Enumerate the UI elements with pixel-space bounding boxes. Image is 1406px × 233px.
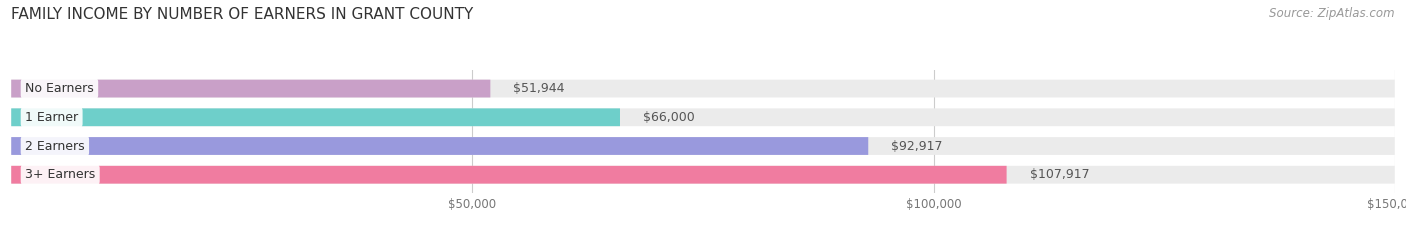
Text: 2 Earners: 2 Earners: [25, 140, 84, 153]
FancyBboxPatch shape: [11, 80, 491, 97]
Text: 1 Earner: 1 Earner: [25, 111, 79, 124]
Text: $92,917: $92,917: [891, 140, 943, 153]
FancyBboxPatch shape: [11, 166, 1395, 184]
Text: No Earners: No Earners: [25, 82, 94, 95]
Text: $51,944: $51,944: [513, 82, 565, 95]
FancyBboxPatch shape: [11, 108, 620, 126]
Text: Source: ZipAtlas.com: Source: ZipAtlas.com: [1270, 7, 1395, 20]
Text: $66,000: $66,000: [643, 111, 695, 124]
FancyBboxPatch shape: [11, 108, 1395, 126]
Text: FAMILY INCOME BY NUMBER OF EARNERS IN GRANT COUNTY: FAMILY INCOME BY NUMBER OF EARNERS IN GR…: [11, 7, 474, 22]
FancyBboxPatch shape: [11, 137, 869, 155]
FancyBboxPatch shape: [11, 166, 1007, 184]
Text: $107,917: $107,917: [1029, 168, 1090, 181]
Text: 3+ Earners: 3+ Earners: [25, 168, 96, 181]
FancyBboxPatch shape: [11, 137, 1395, 155]
FancyBboxPatch shape: [11, 80, 1395, 97]
